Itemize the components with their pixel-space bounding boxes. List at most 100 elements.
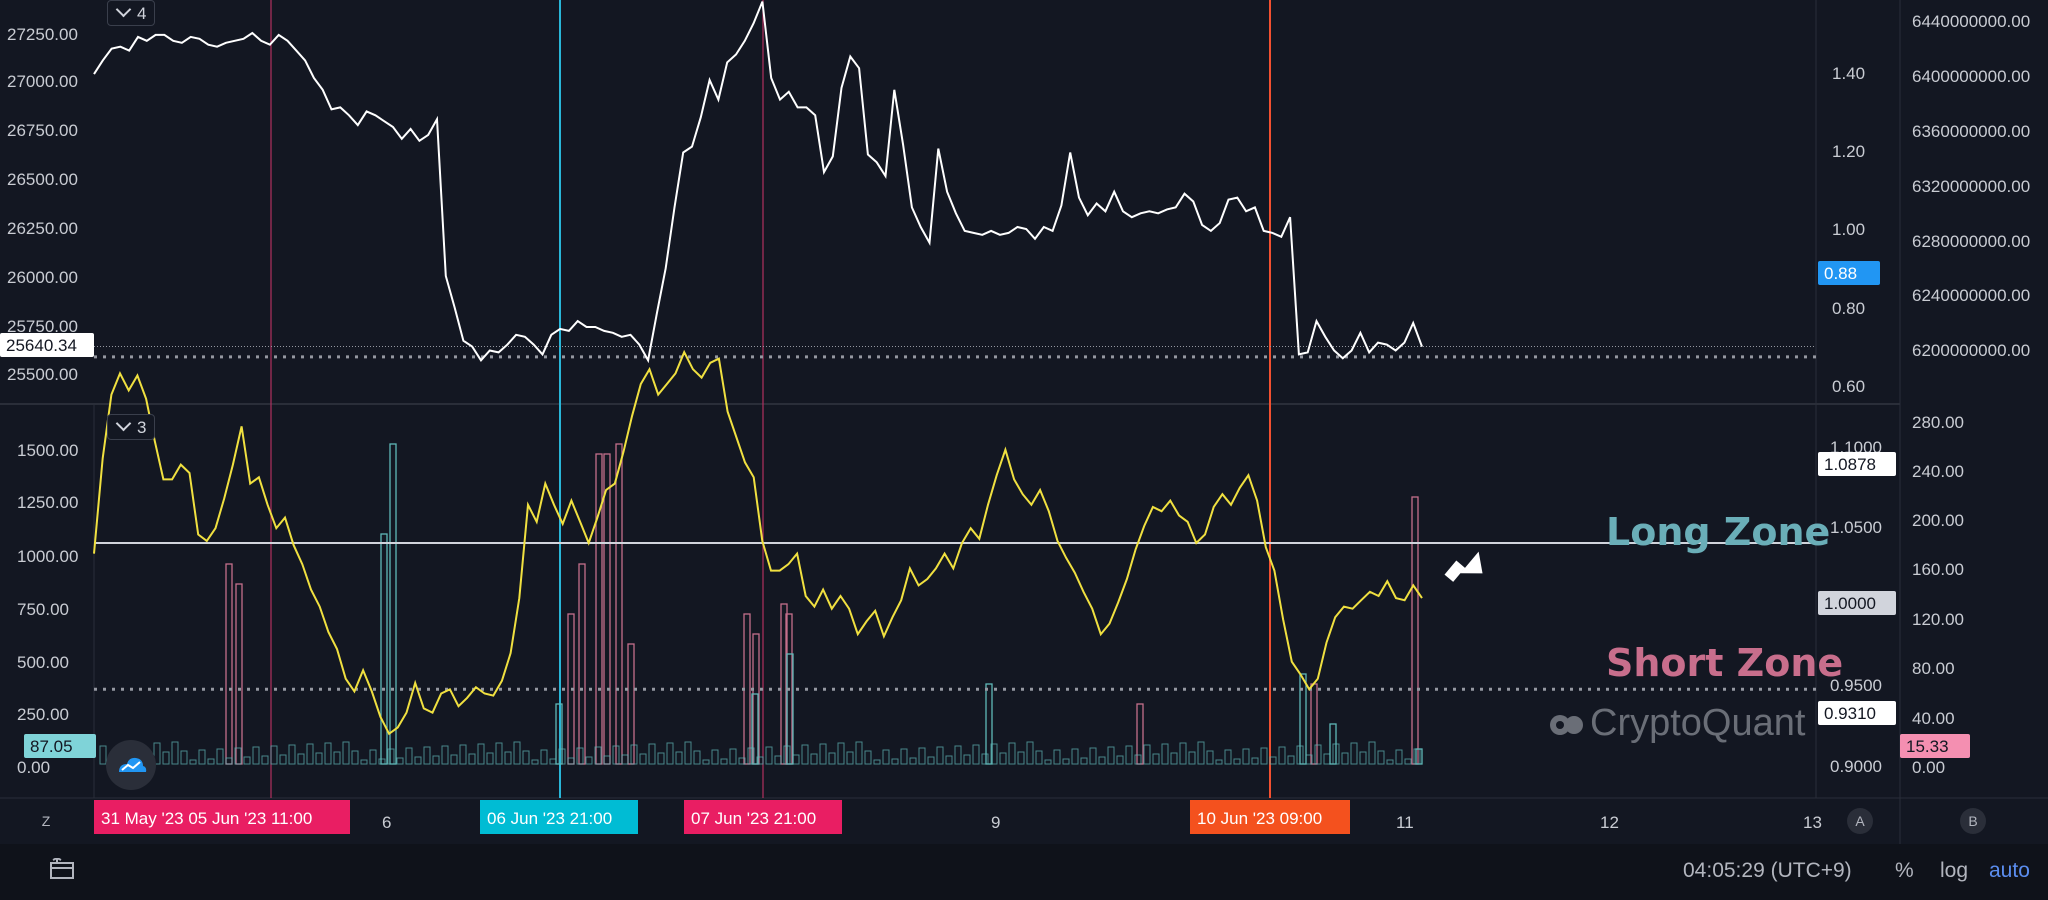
histogram-bar [243,756,251,765]
histogram-bar [774,755,782,765]
time-tick: 12 [1600,813,1619,832]
histogram-bar [180,750,188,765]
right-value-badge: 15.33 [1900,734,1970,758]
auto-toggle[interactable]: auto [1989,859,2030,882]
histogram-bar [1044,759,1052,765]
histogram-bar [1134,754,1142,765]
histogram-bar [513,741,521,765]
top-left-tick: 26750.00 [7,121,78,140]
histogram-bar [1197,741,1205,765]
cryptoquant-watermark: CryptoQuant [1548,702,1805,746]
histogram-bar [441,745,449,765]
bottom-left-tick: 1000.00 [17,547,78,566]
histogram-bar [972,744,980,765]
histogram-bar [1188,751,1196,765]
histogram-bar [648,743,656,765]
histogram-bar [486,752,494,765]
bottom-pane-count: 3 [137,418,147,437]
histogram-bar [639,753,647,765]
top-pane-toggle[interactable]: 4 [107,0,156,26]
last-price-badge: 25640.34 [0,333,94,357]
histogram-bar [1125,745,1133,765]
histogram-bar [414,756,422,765]
histogram-bar [756,756,764,765]
histogram-bar [1386,759,1394,765]
top-right-tick: 6400000000.00 [1912,67,2030,86]
histogram-bar [315,752,323,765]
time-tag-bg [1190,800,1350,834]
histogram-bar [153,742,161,765]
bottom-right-tick: 200.00 [1912,511,1964,530]
top-mid-tick: 0.60 [1832,377,1865,396]
bottom-right-tick: 240.00 [1912,462,1964,481]
time-tick: 13 [1803,813,1822,832]
histogram-bar [1411,496,1419,765]
histogram-bar [783,745,791,765]
histogram-bar [792,754,800,765]
histogram-bar [324,742,332,765]
histogram-bar [1242,748,1250,765]
clock-display[interactable]: 04:05:29 (UTC+9) [1683,859,1852,882]
percent-toggle[interactable]: % [1895,859,1914,882]
histogram-bar [423,746,431,765]
tradingview-logo[interactable] [106,740,156,790]
histogram-bar [1332,743,1340,765]
histogram-bar [1107,746,1115,765]
histogram-bar [1170,752,1178,765]
histogram-bar [333,751,341,765]
histogram-bar [621,754,629,765]
histogram-bar [1404,758,1412,765]
histogram-bar [1116,755,1124,765]
bottom-right-tick: 80.00 [1912,659,1955,678]
histogram-bar [198,749,206,765]
histogram-bar [495,742,503,765]
histogram-bar [389,443,397,765]
a-button[interactable]: A [1847,808,1873,834]
top-mid-tick: 1.00 [1832,220,1865,239]
histogram-bar [288,744,296,765]
histogram-bar [1089,747,1097,765]
histogram-bar [576,747,584,765]
z-button[interactable]: Z [41,813,51,829]
histogram-bar [261,755,269,765]
time-tag: 31 May '23 05 Jun '23 11:00 [94,800,350,834]
histogram-bar [819,743,827,765]
histogram-bar [765,746,773,765]
histogram-bar [954,745,962,765]
histogram-bar [216,748,224,765]
last-price-badge-bg [0,333,94,357]
level-badge-mid-bg [1818,591,1896,615]
histogram-bar [985,683,993,765]
b-button[interactable]: B [1960,808,1986,834]
top-mid-tick: 1.40 [1832,64,1865,83]
histogram-bar [612,745,620,765]
bottom-pane-toggle[interactable]: 3 [107,414,156,440]
histogram-bar [585,756,593,765]
event-vertical-lines [270,0,1271,798]
histogram-bar [738,757,746,765]
histogram-bars [99,443,1423,765]
histogram-bar [999,752,1007,765]
histogram-bar [1026,741,1034,765]
histogram-bar [279,754,287,765]
histogram-bar [873,759,881,765]
histogram-bar [630,744,638,765]
histogram-bar [963,754,971,765]
histogram-bar [459,744,467,765]
histogram-bar [945,755,953,765]
right-value-badge-bg [1900,734,1970,758]
bottom-right-tick: 120.00 [1912,610,1964,629]
compare-panel-icon[interactable] [48,858,76,882]
log-toggle[interactable]: log [1940,859,1969,882]
histogram-bar [1260,747,1268,765]
histogram-bar [1350,742,1358,765]
histogram-bar [1269,756,1277,765]
histogram-bar [171,741,179,765]
time-tick: 6 [382,813,391,832]
histogram-bar [603,755,611,765]
histogram-bar [235,583,243,765]
histogram-bar [1341,752,1349,765]
level-badge-mid-text: 1.0000 [1824,594,1876,613]
bottom-mid-tick: 0.9500 [1830,676,1882,695]
bottom-right-tick: 160.00 [1912,560,1964,579]
